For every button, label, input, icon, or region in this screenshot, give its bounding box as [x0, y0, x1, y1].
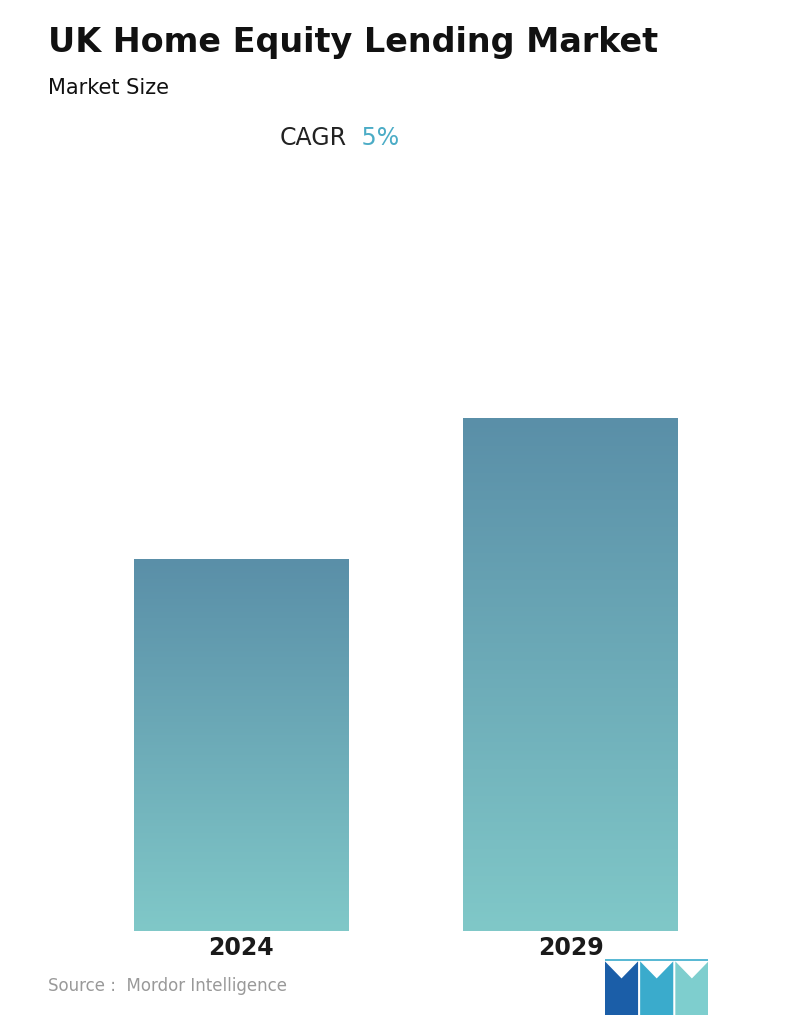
Text: Market Size: Market Size — [48, 78, 169, 97]
Polygon shape — [605, 962, 638, 1015]
Polygon shape — [640, 962, 673, 1015]
Text: 2029: 2029 — [538, 936, 603, 960]
Text: Source :  Mordor Intelligence: Source : Mordor Intelligence — [48, 977, 287, 995]
Text: UK Home Equity Lending Market: UK Home Equity Lending Market — [48, 26, 657, 59]
Text: CAGR: CAGR — [279, 126, 346, 150]
Polygon shape — [675, 962, 708, 1015]
Text: 2024: 2024 — [209, 936, 274, 960]
Text: 5%: 5% — [354, 126, 400, 150]
